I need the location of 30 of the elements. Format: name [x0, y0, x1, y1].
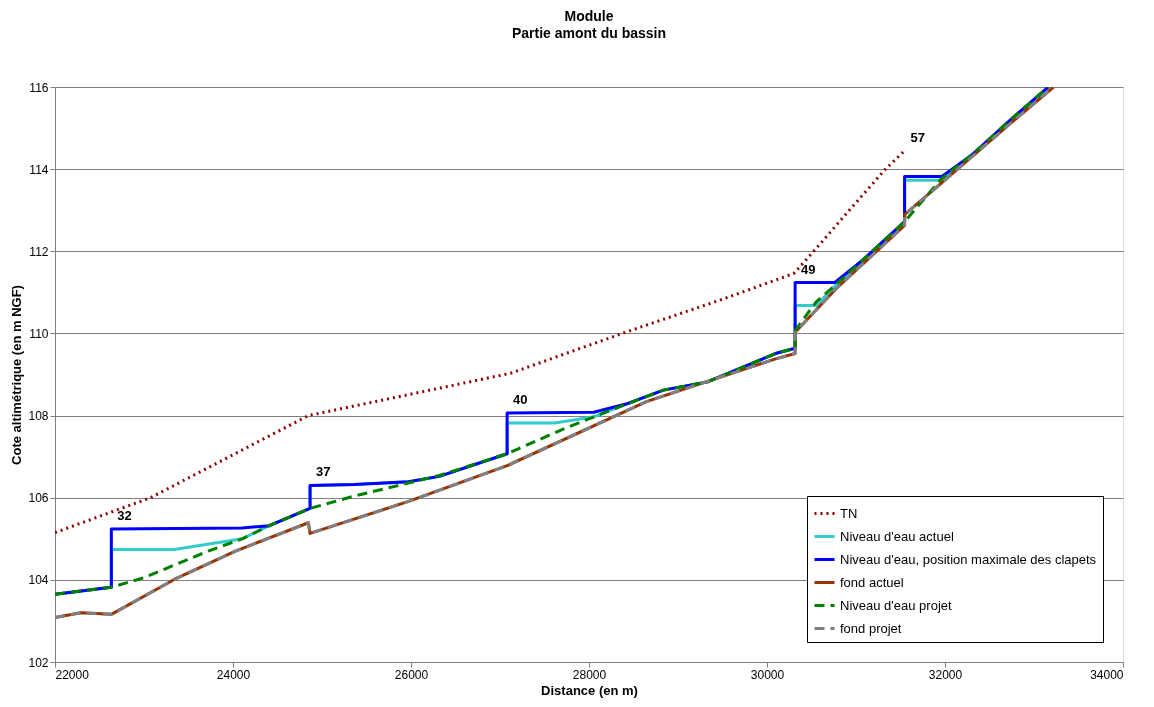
x-tick-label: 22000 [55, 667, 90, 682]
legend-label: Niveau d'eau, position maximale des clapets [840, 551, 1097, 567]
x-tick-label: 26000 [394, 667, 429, 682]
y-tick-label: 110 [29, 326, 49, 341]
legend-label: fond actuel [840, 574, 904, 590]
annotation: 32 [117, 507, 132, 523]
y-tick-label: 116 [29, 80, 49, 95]
y-tick-label: 106 [28, 491, 49, 506]
annotation: 37 [316, 464, 331, 480]
x-tick-label: 28000 [572, 667, 607, 682]
y-tick-label: 114 [29, 162, 49, 177]
annotation: 40 [513, 392, 528, 408]
legend-label: Niveau d'eau actuel [840, 528, 954, 544]
y-tick-label: 112 [29, 244, 49, 259]
x-tick-label: 32000 [928, 667, 963, 682]
x-axis-title: Distance (en m) [541, 682, 638, 698]
chart-title: Module [564, 8, 614, 24]
legend-label: Niveau d'eau projet [840, 597, 952, 613]
y-tick-label: 108 [28, 409, 49, 424]
y-tick-label: 104 [28, 573, 49, 588]
chart-subtitle: Partie amont du bassin [511, 25, 667, 41]
x-tick-label: 24000 [216, 667, 251, 682]
x-tick-label: 34000 [1090, 667, 1124, 682]
annotation: 57 [910, 129, 926, 145]
legend-label: TN [840, 505, 858, 521]
annotation: 49 [801, 261, 816, 277]
y-axis-title: Cote altimétrique (en m NGF) [9, 285, 25, 465]
x-tick-label: 30000 [750, 667, 785, 682]
y-tick-label: 102 [28, 655, 49, 670]
legend-label: fond projet [840, 620, 902, 636]
